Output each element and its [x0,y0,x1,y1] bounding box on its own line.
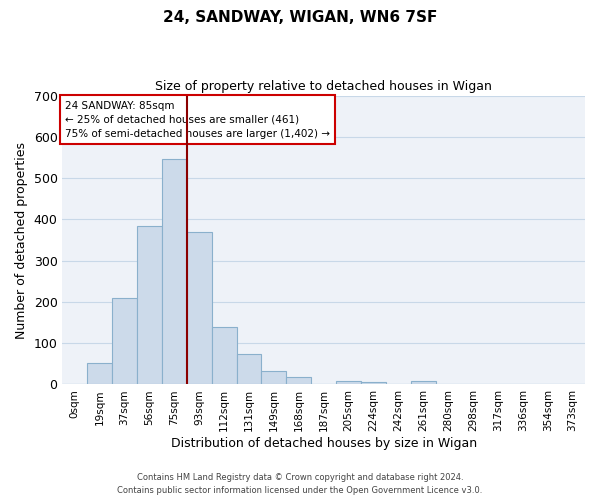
Bar [88,362,112,384]
Bar [187,232,212,384]
Text: Contains HM Land Registry data © Crown copyright and database right 2024.
Contai: Contains HM Land Registry data © Crown c… [118,474,482,495]
Bar [262,372,286,384]
Text: 24 SANDWAY: 85sqm
← 25% of detached houses are smaller (461)
75% of semi-detache: 24 SANDWAY: 85sqm ← 25% of detached hous… [65,100,330,138]
Bar [137,226,162,384]
Bar [112,298,137,384]
Bar [336,381,361,384]
Bar [236,354,262,384]
Y-axis label: Number of detached properties: Number of detached properties [15,142,28,338]
Bar [162,158,187,384]
X-axis label: Distribution of detached houses by size in Wigan: Distribution of detached houses by size … [170,437,477,450]
Bar [411,381,436,384]
Bar [286,376,311,384]
Bar [212,326,236,384]
Bar [361,382,386,384]
Text: 24, SANDWAY, WIGAN, WN6 7SF: 24, SANDWAY, WIGAN, WN6 7SF [163,10,437,25]
Title: Size of property relative to detached houses in Wigan: Size of property relative to detached ho… [155,80,492,93]
